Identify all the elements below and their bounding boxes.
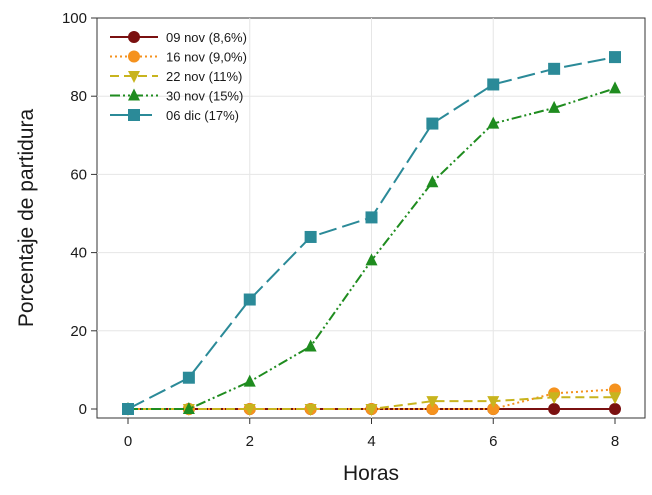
data-point — [243, 374, 256, 387]
data-point — [426, 117, 439, 130]
data-point — [304, 404, 317, 416]
data-point — [304, 339, 317, 352]
data-point — [609, 403, 621, 415]
data-point — [426, 396, 439, 409]
data-point — [548, 62, 561, 75]
series-4 — [122, 51, 621, 415]
data-point — [609, 81, 621, 94]
x-tick-label: 4 — [367, 433, 375, 450]
data-point — [487, 78, 500, 91]
data-point — [182, 371, 195, 384]
y-tick-label: 80 — [70, 88, 87, 105]
x-tick-label: 8 — [611, 433, 619, 450]
axes: 0 20 40 60 80 100 0 2 4 6 8 — [62, 10, 619, 450]
data-point — [122, 403, 134, 415]
legend-label: 16 nov (9,0%) — [166, 50, 247, 65]
data-point — [365, 253, 378, 266]
y-tick-label: 0 — [79, 401, 87, 418]
legend-marker — [128, 71, 140, 83]
legend-item: 22 nov (11%) — [110, 69, 242, 84]
data-point — [548, 392, 561, 405]
y-tick-label: 100 — [62, 10, 87, 27]
data-point — [487, 396, 500, 409]
data-point — [548, 100, 561, 113]
data-point — [182, 402, 195, 414]
data-point — [243, 293, 256, 306]
legend: 09 nov (8,6%) 16 nov (9,0%) 22 nov (11%) 30… — [110, 30, 247, 123]
data-point — [426, 175, 439, 188]
legend-item: 30 nov (15%) — [110, 88, 243, 104]
series-group — [122, 51, 621, 416]
legend-marker — [128, 88, 140, 101]
data-point — [365, 404, 378, 416]
legend-item: 09 nov (8,6%) — [110, 30, 247, 45]
legend-marker — [128, 109, 140, 121]
legend-marker — [128, 31, 140, 43]
legend-marker — [128, 50, 140, 63]
legend-label: 06 dic (17%) — [166, 108, 239, 123]
series-line — [128, 388, 616, 410]
data-point — [609, 51, 621, 64]
x-tick-label: 0 — [124, 433, 132, 450]
y-tick-label: 60 — [70, 166, 87, 183]
data-point — [304, 230, 317, 243]
x-axis-title: Horas — [343, 462, 399, 485]
data-point — [243, 404, 256, 416]
data-point — [609, 392, 621, 405]
legend-label: 30 nov (15%) — [166, 89, 243, 104]
legend-label: 09 nov (8,6%) — [166, 30, 247, 45]
data-point — [487, 403, 500, 415]
data-point — [548, 403, 561, 415]
data-point — [365, 211, 378, 224]
x-tick-label: 6 — [489, 433, 497, 450]
y-axis-title: Porcentaje de partidura — [15, 109, 38, 328]
y-tick-label: 40 — [70, 245, 87, 262]
data-point — [426, 403, 439, 415]
legend-item: 06 dic (17%) — [110, 108, 239, 123]
x-tick-label: 2 — [246, 433, 254, 450]
legend-label: 22 nov (11%) — [166, 69, 242, 84]
legend-item: 16 nov (9,0%) — [110, 50, 247, 65]
data-point — [487, 116, 500, 129]
y-tick-label: 20 — [70, 323, 87, 340]
